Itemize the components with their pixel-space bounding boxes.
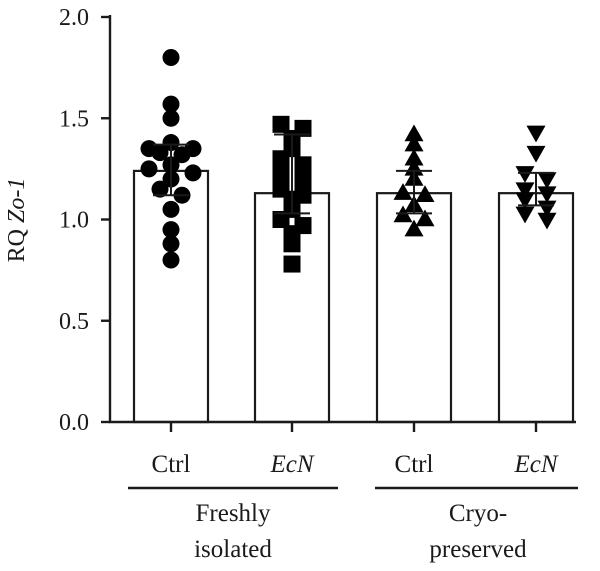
data-point xyxy=(515,166,535,183)
data-point xyxy=(526,145,546,163)
data-point xyxy=(272,115,290,133)
category-label: EcN xyxy=(269,451,314,478)
y-axis-title-gene: Zo-1 xyxy=(4,178,30,223)
data-point xyxy=(537,186,557,204)
data-point xyxy=(162,49,180,66)
group-label-cryo-line2: preserved xyxy=(429,536,527,563)
data-point xyxy=(173,146,191,164)
y-tick-label: 0.0 xyxy=(59,410,89,436)
group-label-freshly-line2: isolated xyxy=(194,536,272,563)
data-point xyxy=(151,180,169,198)
data-point xyxy=(537,212,557,230)
data-point xyxy=(140,160,158,178)
data-point xyxy=(283,255,301,273)
data-point xyxy=(415,185,435,202)
category-label: EcN xyxy=(513,451,558,478)
data-point xyxy=(162,200,180,218)
data-point xyxy=(283,235,301,253)
data-point xyxy=(162,134,180,152)
y-tick-label: 2.0 xyxy=(59,5,89,31)
category-label: Ctrl xyxy=(395,451,434,478)
data-point xyxy=(162,109,180,127)
data-point xyxy=(404,124,424,142)
data-point xyxy=(415,209,435,227)
data-point xyxy=(515,192,535,210)
data-point xyxy=(162,221,180,239)
y-tick-label: 1.5 xyxy=(59,106,89,132)
data-point xyxy=(526,125,546,143)
data-point xyxy=(515,206,535,224)
group-cryo: Cryo- preserved xyxy=(375,486,578,563)
group-label-freshly-line1: Freshly xyxy=(196,500,272,527)
data-point xyxy=(184,164,202,182)
data-point xyxy=(162,95,180,113)
group-label-cryo-line1: Cryo- xyxy=(449,500,507,527)
x-axis-ticks xyxy=(169,422,538,432)
y-tick-label: 1.0 xyxy=(59,208,89,234)
bar xyxy=(497,192,575,424)
data-point xyxy=(404,219,424,237)
data-point xyxy=(162,235,180,253)
data-point xyxy=(151,144,169,162)
y-tick-label: 0.5 xyxy=(59,309,89,335)
data-point xyxy=(162,251,180,269)
error-bars xyxy=(153,133,554,215)
data-point xyxy=(404,134,424,152)
y-axis-title-prefix: RQ xyxy=(4,223,30,262)
y-axis-title: RQ Zo-1 xyxy=(4,178,30,263)
data-point xyxy=(272,211,290,228)
data-point xyxy=(515,182,535,200)
bars xyxy=(132,169,575,424)
y-axis-ticks: 0.0 0.5 1.0 1.5 2.0 xyxy=(59,5,110,436)
data-point xyxy=(537,172,557,189)
category-label: Ctrl xyxy=(152,451,191,478)
data-point xyxy=(404,148,424,166)
category-labels: Ctrl EcN Ctrl EcN xyxy=(152,451,559,478)
data-point xyxy=(393,183,413,200)
group-freshly: Freshly isolated xyxy=(128,486,338,563)
